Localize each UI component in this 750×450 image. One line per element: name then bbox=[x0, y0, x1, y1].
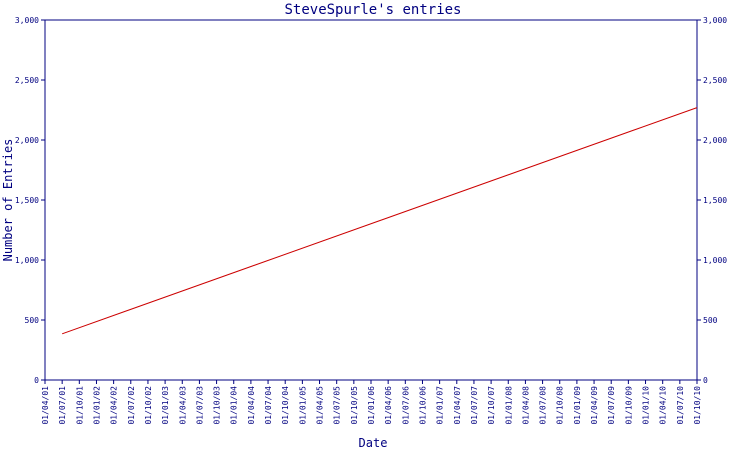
y-tick-label-left: 1,000 bbox=[15, 256, 39, 265]
x-tick-label: 01/10/07 bbox=[487, 386, 496, 425]
x-tick-label: 01/01/02 bbox=[92, 386, 101, 425]
x-tick-label: 01/01/06 bbox=[367, 386, 376, 425]
y-tick-label-right: 2,000 bbox=[703, 136, 727, 145]
y-axis-label: Number of Entries bbox=[1, 139, 15, 262]
x-axis: 01/04/01 01/07/01 01/10/01 01/01/02 01/04/02… bbox=[41, 380, 702, 425]
y-tick-label-left: 0 bbox=[34, 376, 39, 385]
x-tick-label: 01/10/01 bbox=[75, 386, 84, 425]
x-tick-label: 01/01/07 bbox=[436, 386, 445, 425]
x-tick-label: 01/07/01 bbox=[58, 386, 67, 425]
series-layer bbox=[61, 107, 698, 335]
x-tick-label: 01/07/10 bbox=[676, 386, 685, 425]
x-tick-label: 01/10/06 bbox=[418, 386, 427, 425]
y-tick-label-right: 500 bbox=[703, 316, 718, 325]
x-tick-label: 01/10/02 bbox=[144, 386, 153, 425]
chart-title: SteveSpurle's entries bbox=[284, 2, 461, 18]
y-tick-label-left: 2,500 bbox=[15, 76, 39, 85]
series-line bbox=[61, 107, 698, 335]
x-tick-label: 01/04/03 bbox=[178, 386, 187, 425]
y-axis-right: 0 500 1,000 1,500 2,000 2,500 3,000 bbox=[697, 16, 727, 385]
x-tick-label: 01/10/04 bbox=[281, 386, 290, 425]
x-tick-label: 01/07/03 bbox=[195, 386, 204, 425]
x-tick-label: 01/01/03 bbox=[161, 386, 170, 425]
x-tick-label: 01/01/09 bbox=[573, 386, 582, 425]
x-tick-label: 01/04/02 bbox=[110, 386, 119, 425]
y-tick-label-right: 3,000 bbox=[703, 16, 727, 25]
y-tick-label-left: 3,000 bbox=[15, 16, 39, 25]
x-tick-label: 01/04/10 bbox=[659, 386, 668, 425]
plot-area bbox=[44, 19, 698, 381]
x-tick-label: 01/07/09 bbox=[607, 386, 616, 425]
x-tick-label: 01/07/02 bbox=[127, 386, 136, 425]
x-tick-label: 01/01/05 bbox=[298, 386, 307, 425]
x-tick-label: 01/04/04 bbox=[247, 386, 256, 425]
x-tick-label: 01/07/07 bbox=[470, 386, 479, 425]
x-tick-label: 01/01/04 bbox=[230, 386, 239, 425]
plot-border bbox=[44, 19, 698, 381]
y-tick-label-right: 2,500 bbox=[703, 76, 727, 85]
x-tick-label: 01/07/04 bbox=[264, 386, 273, 425]
x-axis-label: Date bbox=[359, 436, 388, 450]
x-tick-label: 01/07/06 bbox=[401, 386, 410, 425]
y-tick-label-right: 1,000 bbox=[703, 256, 727, 265]
x-tick-label: 01/04/07 bbox=[453, 386, 462, 425]
y-tick-label-left: 500 bbox=[25, 316, 40, 325]
x-tick-label: 01/10/09 bbox=[624, 386, 633, 425]
x-tick-label: 01/04/06 bbox=[384, 386, 393, 425]
y-tick-label-right: 1,500 bbox=[703, 196, 727, 205]
x-tick-label: 01/10/05 bbox=[350, 386, 359, 425]
y-tick-label-left: 2,000 bbox=[15, 136, 39, 145]
x-tick-label: 01/10/03 bbox=[213, 386, 222, 425]
y-axis-left: 0 500 1,000 1,500 2,000 2,500 3,000 bbox=[15, 16, 45, 385]
y-tick-label-left: 1,500 bbox=[15, 196, 39, 205]
x-tick-label: 01/01/10 bbox=[642, 386, 651, 425]
x-tick-label: 01/07/08 bbox=[539, 386, 548, 425]
x-tick-label: 01/04/05 bbox=[316, 386, 325, 425]
x-tick-label: 01/10/08 bbox=[556, 386, 565, 425]
x-tick-label: 01/04/08 bbox=[521, 386, 530, 425]
x-tick-label: 01/10/10 bbox=[693, 386, 702, 425]
x-tick-label: 01/04/01 bbox=[41, 386, 50, 425]
x-tick-label: 01/01/08 bbox=[504, 386, 513, 425]
y-tick-label-right: 0 bbox=[703, 376, 708, 385]
x-tick-label: 01/04/09 bbox=[590, 386, 599, 425]
x-tick-label: 01/07/05 bbox=[333, 386, 342, 425]
